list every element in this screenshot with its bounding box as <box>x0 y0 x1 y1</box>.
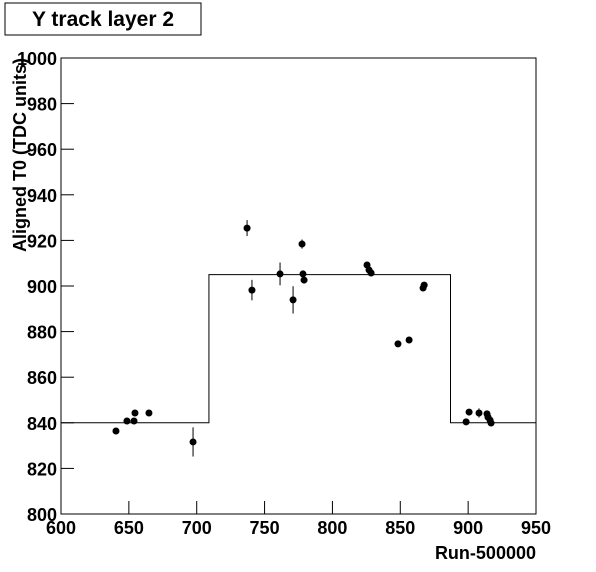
step-line <box>61 274 536 424</box>
data-point <box>243 224 251 232</box>
x-tick-label: 700 <box>182 518 212 538</box>
data-point <box>299 270 307 278</box>
x-tick-label: 750 <box>250 518 280 538</box>
data-point <box>276 270 284 278</box>
y-tick-label: 840 <box>27 414 57 434</box>
data-point <box>112 427 120 435</box>
y-axis-label: Aligned T0 (TDC units) <box>10 58 30 252</box>
y-tick-label: 920 <box>27 231 57 251</box>
data-point <box>248 286 256 294</box>
data-point <box>465 408 473 416</box>
y-tick-label: 860 <box>27 368 57 388</box>
y-tick-label: 880 <box>27 323 57 343</box>
y-tick-label: 980 <box>27 95 57 115</box>
data-point <box>131 409 139 417</box>
y-tick-label: 800 <box>27 505 57 525</box>
plot-frame <box>60 57 537 515</box>
title-box <box>4 2 202 36</box>
chart-title: Y track layer 2 <box>32 8 174 31</box>
data-point <box>289 296 297 304</box>
data-point <box>420 281 428 289</box>
data-point <box>298 240 306 248</box>
data-point <box>130 417 138 425</box>
x-tick-label: 650 <box>114 518 144 538</box>
y-tick-label: 1000 <box>17 49 57 69</box>
y-tick-label: 960 <box>27 140 57 160</box>
y-tick-label: 900 <box>27 277 57 297</box>
x-tick-label: 600 <box>46 518 76 538</box>
x-tick-label: 800 <box>317 518 347 538</box>
x-tick-label: 900 <box>453 518 483 538</box>
x-axis-label: Run-500000 <box>435 543 536 563</box>
data-point <box>145 409 153 417</box>
data-point <box>405 336 413 344</box>
data-point <box>189 438 197 446</box>
y-tick-label: 820 <box>27 459 57 479</box>
data-point <box>394 340 402 348</box>
data-point <box>487 419 495 427</box>
data-point <box>475 409 483 417</box>
data-point <box>462 418 470 426</box>
data-point <box>367 269 375 277</box>
y-tick-label: 940 <box>27 186 57 206</box>
data-point <box>300 276 308 284</box>
x-tick-label: 850 <box>385 518 415 538</box>
x-tick-label: 950 <box>521 518 551 538</box>
data-point <box>123 417 131 425</box>
